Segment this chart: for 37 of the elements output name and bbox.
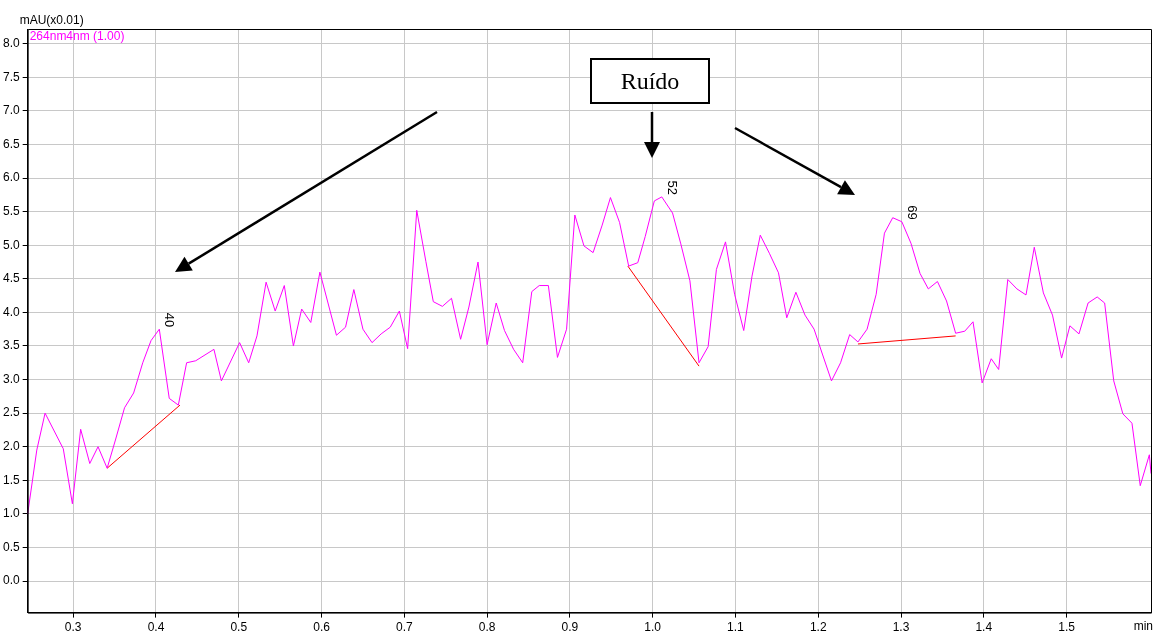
y-tick-label: 6.5 (2, 136, 20, 151)
x-tick-label: 0.8 (478, 620, 496, 635)
x-tick-label: 1.0 (644, 620, 662, 635)
x-tick-label: 1.4 (975, 620, 993, 635)
y-tick-label: 7.5 (2, 69, 20, 84)
x-tick-label: 0.5 (230, 620, 248, 635)
x-axis-title: min (1133, 618, 1153, 633)
y-tick-label: 1.0 (2, 506, 20, 521)
x-tick-label: 0.9 (561, 620, 579, 635)
y-tick-label: 3.0 (2, 371, 20, 386)
y-tick-label: 4.5 (2, 271, 20, 286)
y-tick-label: 2.5 (2, 405, 20, 420)
x-tick-label: 0.3 (64, 620, 82, 635)
x-tick-label: 1.3 (892, 620, 910, 635)
text: 264nm4nm (1.00) (29, 29, 125, 44)
y-tick-label: 7.0 (2, 103, 20, 118)
y-tick-label: 6.0 (2, 170, 20, 185)
x-tick-label: 1.2 (809, 620, 827, 635)
y-tick-label: 3.5 (2, 338, 20, 353)
y-tick-label: 1.5 (2, 472, 20, 487)
y-tick-label: 8.0 (2, 36, 20, 51)
x-tick-label: 1.1 (727, 620, 745, 635)
x-tick-label: 0.4 (147, 620, 165, 635)
y-tick-label: 0.5 (2, 539, 20, 554)
y-tick-label: 2.0 (2, 439, 20, 454)
x-tick-label: 1.5 (1058, 620, 1076, 635)
x-tick-label: 0.7 (395, 620, 413, 635)
y-axis-title: mAU(x0.01) (19, 13, 84, 28)
x-tick-label: 0.6 (313, 620, 331, 635)
y-tick-label: 4.0 (2, 304, 20, 319)
annotation: Ruído (590, 58, 710, 104)
y-tick-label: 0.0 (2, 573, 20, 588)
annotation: 40 (162, 312, 178, 328)
annotation: 69 (904, 205, 920, 220)
y-tick-label: 5.5 (2, 203, 20, 218)
y-tick-label: 5.0 (2, 237, 20, 252)
annotation: 52 (664, 180, 680, 195)
